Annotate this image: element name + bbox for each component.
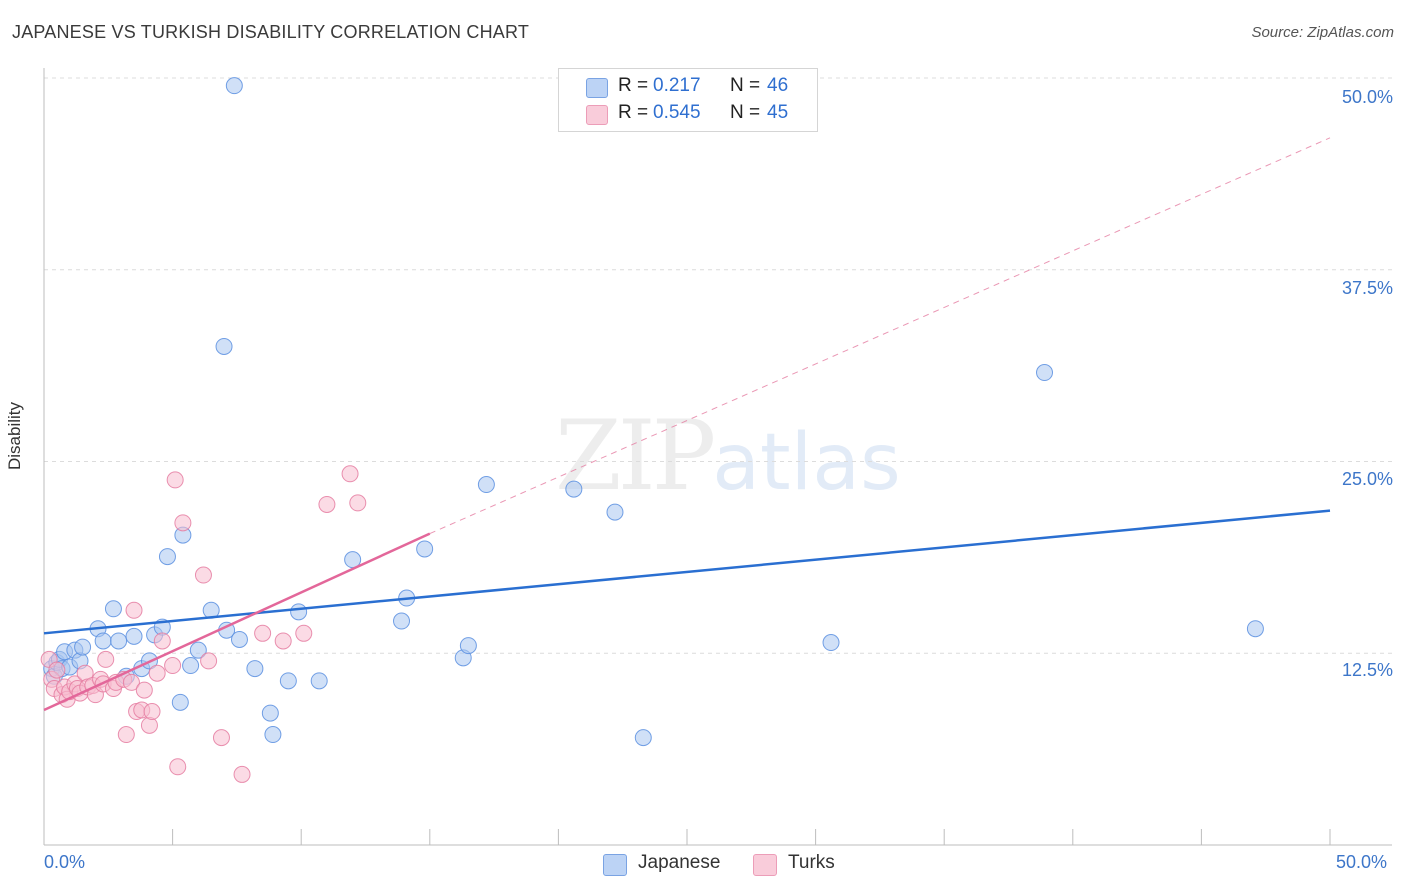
turks-point <box>117 726 135 744</box>
japanese-point <box>94 632 112 650</box>
r-label: R = <box>618 75 649 96</box>
japanese-swatch <box>603 854 627 876</box>
japanese-point <box>125 627 143 645</box>
turks-point <box>274 632 292 650</box>
y-tick-label: 12.5% <box>1341 660 1393 680</box>
japanese-point <box>215 337 233 355</box>
turks-point <box>341 465 359 483</box>
y-tick-label: 50.0% <box>1341 87 1393 107</box>
turks-swatch <box>586 105 608 125</box>
japanese-point <box>104 600 122 618</box>
japanese-point <box>261 704 279 722</box>
japanese-point <box>279 672 297 690</box>
n-label: N = <box>730 75 761 96</box>
japanese-point <box>171 693 189 711</box>
japanese-point <box>1036 364 1054 382</box>
turks-trend-extension <box>429 137 1331 535</box>
chart-source: Source: ZipAtlas.com <box>1251 24 1394 41</box>
japanese-point <box>189 641 207 659</box>
n-value: 46 <box>767 75 789 96</box>
y-tick-label: 37.5% <box>1341 278 1393 298</box>
japanese-swatch <box>586 78 608 98</box>
japanese-point <box>310 672 328 690</box>
japanese-point <box>74 638 92 656</box>
turks-point <box>174 514 192 532</box>
japanese-point <box>565 480 583 498</box>
japanese-point <box>182 657 200 675</box>
y-axis-title: Disability <box>5 401 24 470</box>
legend-label: Turks <box>788 852 835 873</box>
x-tick-label: 50.0% <box>1336 852 1388 872</box>
turks-point <box>153 632 171 650</box>
turks-point <box>97 650 115 668</box>
turks-point <box>295 624 313 642</box>
turks-point <box>164 657 182 675</box>
japanese-point <box>1246 620 1264 638</box>
japanese-point <box>230 630 248 648</box>
turks-point <box>169 758 187 776</box>
r-value: 0.545 <box>653 102 701 123</box>
turks-point <box>233 765 251 783</box>
chart-title: JAPANESE VS TURKISH DISABILITY CORRELATI… <box>12 22 530 42</box>
x-tick-label: 0.0% <box>44 852 86 872</box>
n-value: 45 <box>767 102 789 123</box>
turks-point <box>148 664 166 682</box>
japanese-point <box>225 77 243 95</box>
japanese-point <box>477 476 495 494</box>
turks-point <box>349 494 367 512</box>
turks-point <box>194 566 212 584</box>
japanese-point <box>634 729 652 747</box>
turks-point <box>143 703 161 721</box>
japanese-trend-line <box>43 509 1331 635</box>
stats-row-turks: R = 0.545 N = 45 <box>559 102 817 129</box>
turks-point <box>140 716 158 734</box>
turks-swatch <box>753 854 777 876</box>
japanese-point <box>606 503 624 521</box>
turks-point <box>122 673 140 691</box>
r-label: R = <box>618 102 649 123</box>
turks-point <box>135 681 153 699</box>
stats-legend-box: R = 0.217 N = 46 R = 0.545 N = 45 <box>558 68 818 132</box>
turks-point <box>125 601 143 619</box>
japanese-point <box>290 603 308 621</box>
japanese-point <box>110 632 128 650</box>
legend: Japanese Turks <box>0 851 1406 879</box>
turks-point <box>48 661 66 679</box>
r-value: 0.217 <box>653 75 701 96</box>
japanese-point <box>393 612 411 630</box>
japanese-point <box>416 540 434 558</box>
japanese-point <box>459 637 477 655</box>
turks-point <box>318 495 336 513</box>
japanese-point <box>158 548 176 566</box>
stats-row-japanese: R = 0.217 N = 46 <box>559 75 817 102</box>
japanese-point <box>246 660 264 678</box>
n-label: N = <box>730 102 761 123</box>
turks-trend-line <box>43 532 431 712</box>
legend-label: Japanese <box>638 852 721 873</box>
turks-point <box>254 624 272 642</box>
y-tick-label: 25.0% <box>1341 469 1393 489</box>
japanese-point <box>264 726 282 744</box>
turks-point <box>166 471 184 489</box>
turks-point <box>200 652 218 670</box>
turks-point <box>212 729 230 747</box>
japanese-point <box>822 634 840 652</box>
